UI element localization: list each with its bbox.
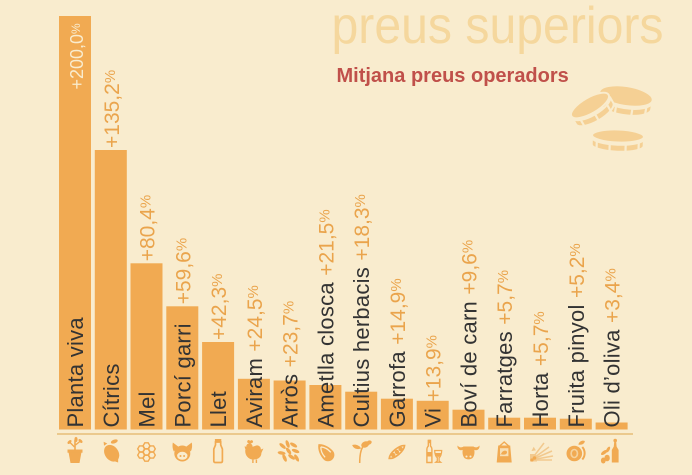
svg-text:Aviram +24,5%: Aviram +24,5%	[242, 285, 267, 428]
svg-text:+42,3%: +42,3%	[208, 274, 231, 340]
svg-text:+200,0%: +200,0%	[67, 23, 87, 90]
svg-text:Vi +13,9%: Vi +13,9%	[421, 335, 446, 428]
svg-text:Planta viva: Planta viva	[63, 317, 88, 428]
svg-text:Horta +5,7%: Horta +5,7%	[528, 311, 553, 427]
svg-text:Fruita pinyol +5,2%: Fruita pinyol +5,2%	[564, 243, 589, 428]
svg-text:+59,6%: +59,6%	[172, 238, 195, 304]
svg-text:preus superiors: preus superiors	[332, 0, 664, 54]
svg-text:Mel: Mel	[135, 391, 160, 427]
svg-text:Garrofa +14,9%: Garrofa +14,9%	[385, 278, 410, 427]
svg-text:Cultius herbacis +18,3%: Cultius herbacis +18,3%	[349, 194, 374, 428]
svg-text:+80,4%: +80,4%	[137, 195, 160, 261]
svg-text:Mitjana preus operadors: Mitjana preus operadors	[337, 65, 569, 87]
svg-text:+135,2%: +135,2%	[101, 70, 124, 148]
svg-text:Arròs +23,7%: Arròs +23,7%	[278, 301, 303, 428]
svg-text:Ametlla closca +21,5%: Ametlla closca +21,5%	[313, 209, 338, 427]
svg-text:Llet: Llet	[206, 391, 231, 427]
svg-text:Oli d’oliva +3,4%: Oli d’oliva +3,4%	[600, 268, 625, 428]
svg-text:Cítrics: Cítrics	[99, 363, 124, 427]
svg-text:Porcí garri: Porcí garri	[170, 323, 195, 427]
svg-text:Farratges +5,7%: Farratges +5,7%	[492, 270, 517, 428]
svg-text:Boví de carn +9,6%: Boví de carn +9,6%	[457, 240, 482, 428]
